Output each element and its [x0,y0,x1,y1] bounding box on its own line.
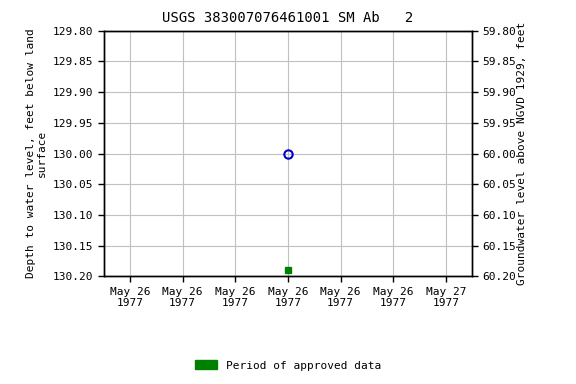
Title: USGS 383007076461001 SM Ab   2: USGS 383007076461001 SM Ab 2 [162,12,414,25]
Y-axis label: Depth to water level, feet below land
surface: Depth to water level, feet below land su… [25,29,47,278]
Legend: Period of approved data: Period of approved data [191,356,385,375]
Y-axis label: Groundwater level above NGVD 1929, feet: Groundwater level above NGVD 1929, feet [517,22,527,285]
